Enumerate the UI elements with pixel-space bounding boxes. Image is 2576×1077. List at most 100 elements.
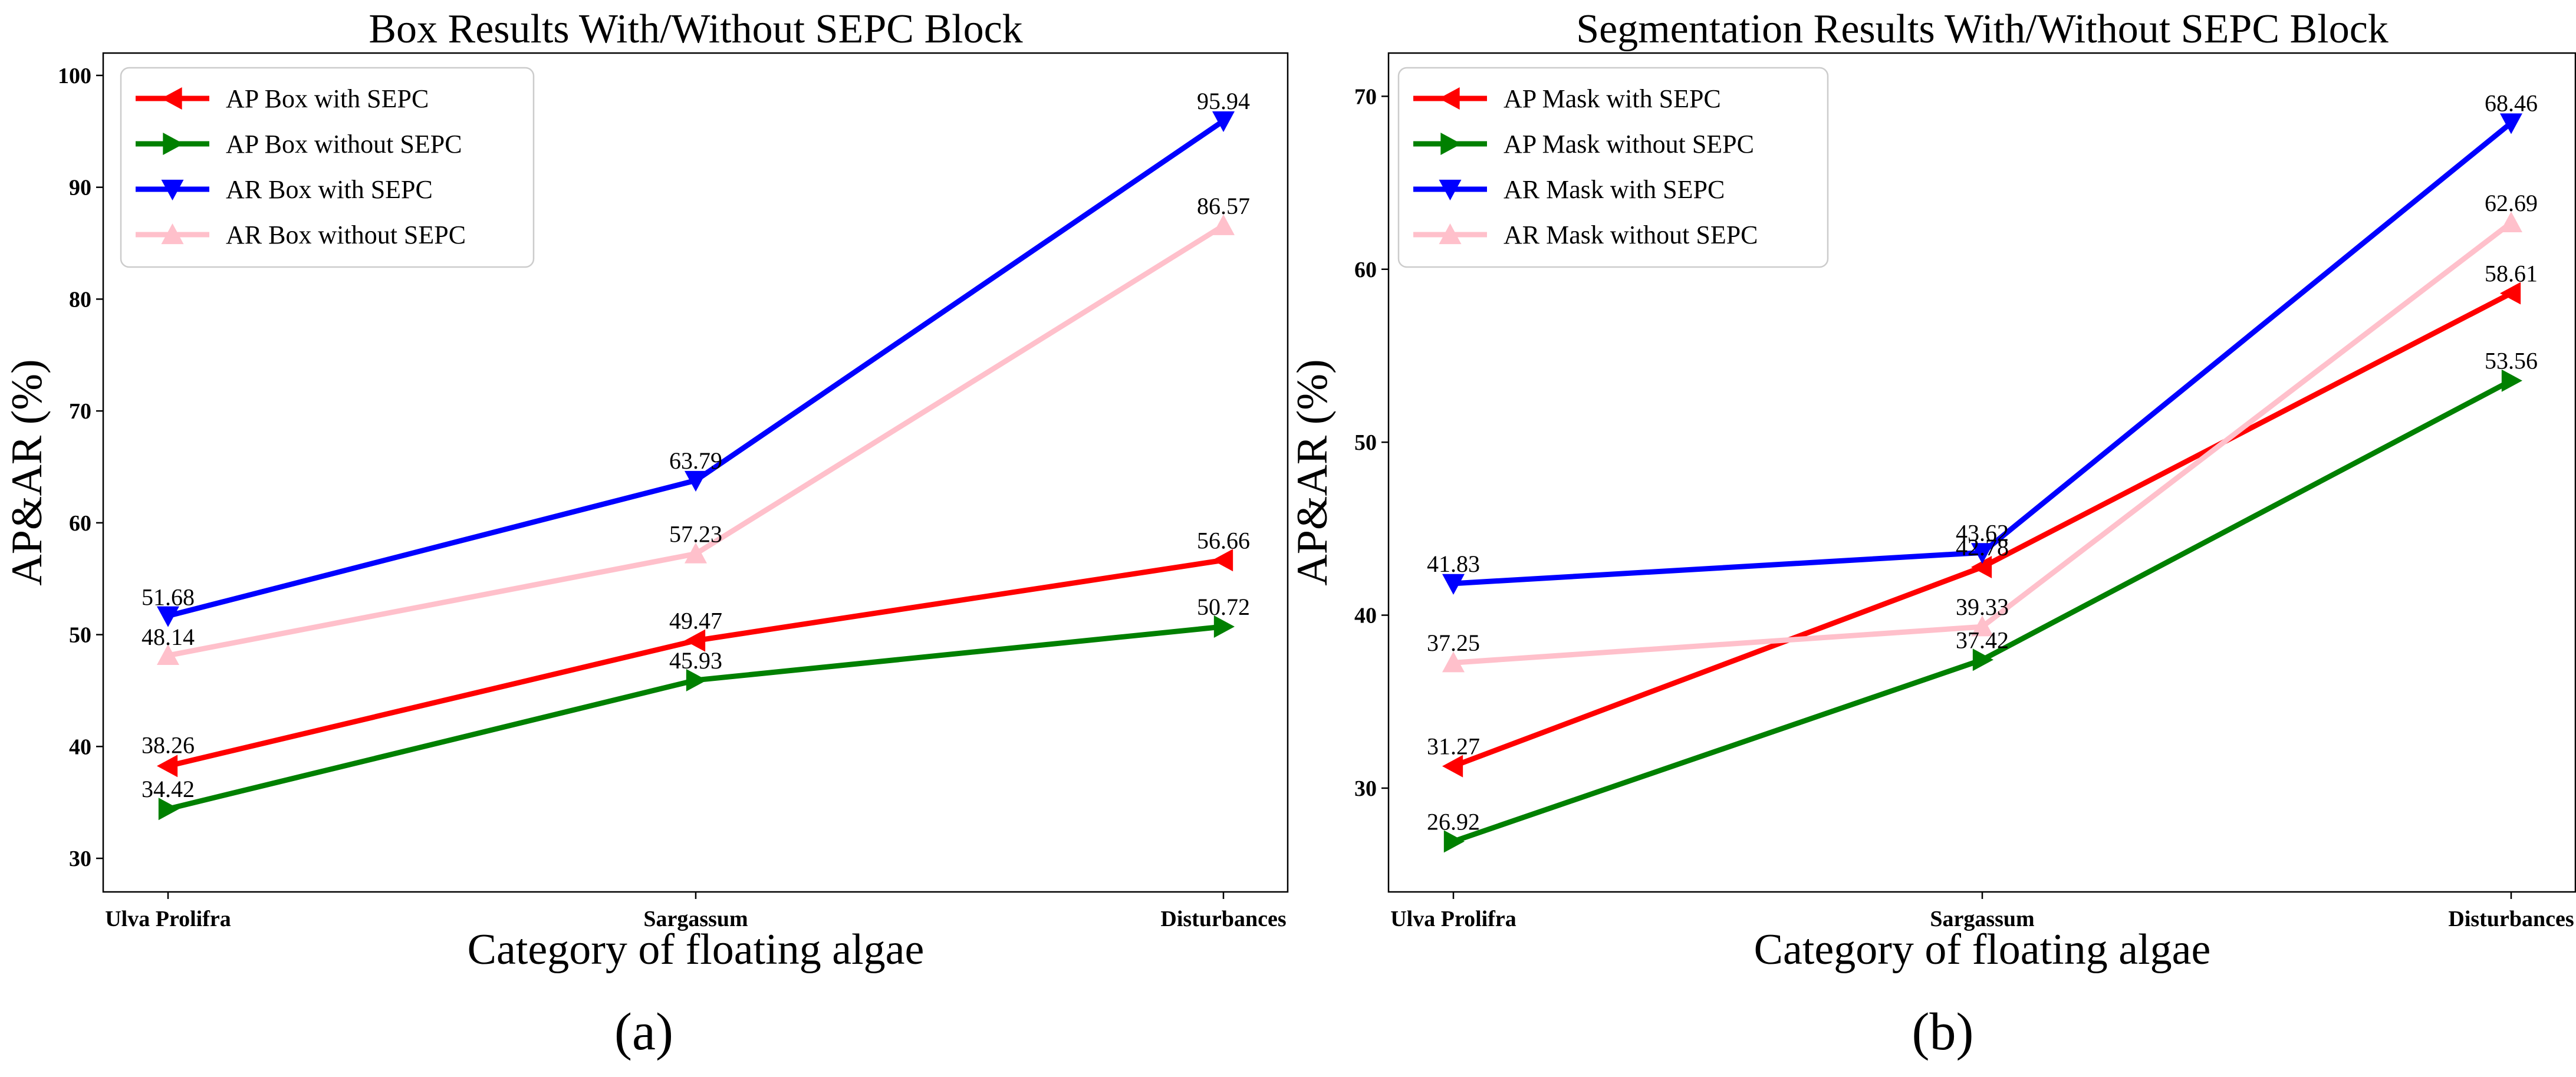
data-label-ap-mask-without-sepc-sargassum: 37.42 — [1956, 627, 2009, 653]
x-tick-label-sargassum: Sargassum — [643, 907, 748, 931]
y-tick-label: 40 — [1354, 604, 1377, 628]
data-label-ap-mask-without-sepc-disturbances: 53.56 — [2485, 348, 2538, 374]
series-ar-mask-with-sepc — [1442, 113, 2522, 595]
legend: AP Mask with SEPC AP Mask without SEPC AR … — [1397, 67, 1829, 268]
y-tick-label: 50 — [1354, 430, 1377, 455]
data-label-ap-mask-without-sepc-ulva-prolifra: 26.92 — [1427, 808, 1480, 835]
data-label-ar-mask-with-sepc-ulva-prolifra: 41.83 — [1427, 551, 1480, 577]
data-label-ar-box-without-sepc-disturbances: 86.57 — [1197, 193, 1250, 219]
data-label-ar-box-with-sepc-ulva-prolifra: 51.68 — [142, 584, 195, 611]
y-tick-label: 30 — [69, 847, 91, 871]
y-tick-label: 60 — [69, 511, 91, 536]
legend-marker — [163, 133, 184, 155]
legend-item-ap-box-without-sepc: AP Box without SEPC — [136, 130, 462, 159]
data-point-ap-box-with-sepc-ulva-prolifra — [157, 755, 178, 778]
data-label-ar-box-without-sepc-ulva-prolifra: 48.14 — [142, 624, 195, 650]
data-point-ar-mask-with-sepc-sargassum — [1971, 543, 1993, 564]
data-label-ap-box-without-sepc-disturbances: 50.72 — [1197, 594, 1250, 620]
legend-label: AP Box with SEPC — [226, 84, 429, 113]
legend-item-ap-mask-with-sepc: AP Mask with SEPC — [1413, 84, 1721, 113]
legend-box — [1397, 67, 1829, 268]
data-label-ap-box-with-sepc-disturbances: 56.66 — [1197, 527, 1250, 554]
legend-item-ar-mask-with-sepc: AR Mask with SEPC — [1413, 175, 1725, 204]
legend-marker — [161, 223, 184, 245]
data-point-ap-box-without-sepc-ulva-prolifra — [158, 798, 179, 821]
legend-marker — [1439, 179, 1462, 200]
data-point-ar-box-without-sepc-disturbances — [1212, 214, 1235, 235]
series-ap-mask-with-sepc — [1442, 282, 2521, 778]
data-point-ar-box-with-sepc-sargassum — [685, 470, 707, 492]
legend-item-ar-box-with-sepc: AR Box with SEPC — [136, 175, 433, 204]
series-line-ar-box-without-sepc — [165, 223, 1226, 658]
legend-label: AR Mask with SEPC — [1504, 175, 1725, 204]
y-tick-label: 70 — [1354, 84, 1377, 109]
data-label-ar-mask-without-sepc-disturbances: 62.69 — [2485, 190, 2538, 216]
legend-item-ar-mask-without-sepc: AR Mask without SEPC — [1413, 220, 1758, 249]
series-ap-box-with-sepc — [157, 549, 1233, 778]
y-tick-label: 60 — [1354, 258, 1377, 282]
panel-a: Box Results With/Without SEPC Block 30 40 5… — [3, 6, 1289, 1061]
panel-label: (b) — [1912, 1003, 1974, 1061]
data-point-ar-mask-with-sepc-ulva-prolifra — [1442, 574, 1465, 595]
data-point-ar-box-without-sepc-ulva-prolifra — [157, 644, 179, 666]
data-point-ar-mask-without-sepc-disturbances — [2500, 211, 2522, 232]
data-point-ap-mask-without-sepc-ulva-prolifra — [1443, 830, 1465, 853]
data-point-ap-mask-with-sepc-sargassum — [1971, 555, 1992, 578]
data-point-ar-mask-with-sepc-disturbances — [2500, 113, 2522, 134]
legend-item-ap-mask-without-sepc: AP Mask without SEPC — [1413, 130, 1754, 159]
x-tick-label-ulva-prolifra: Ulva Prolifra — [105, 907, 231, 931]
legend-marker — [161, 179, 184, 200]
y-tick-label: 40 — [69, 735, 91, 759]
legend-label: AR Mask without SEPC — [1504, 220, 1758, 249]
panel-label: (a) — [614, 1003, 673, 1061]
data-point-ap-mask-without-sepc-sargassum — [1972, 648, 1993, 671]
y-tick-label: 50 — [69, 623, 91, 648]
data-point-ar-mask-without-sepc-sargassum — [1971, 615, 1993, 637]
legend-marker — [161, 87, 182, 110]
y-axis-label: AP&AR (%) — [1288, 359, 1337, 585]
data-point-ap-box-with-sepc-disturbances — [1212, 549, 1233, 572]
data-label-ar-box-with-sepc-sargassum: 63.79 — [669, 447, 722, 474]
data-label-ap-mask-with-sepc-sargassum: 42.78 — [1956, 534, 2009, 561]
data-label-ar-mask-with-sepc-disturbances: 68.46 — [2485, 90, 2538, 117]
data-label-ap-box-without-sepc-sargassum: 45.93 — [669, 647, 722, 674]
data-label-ar-mask-with-sepc-sargassum: 43.62 — [1956, 519, 2009, 546]
y-tick-label: 90 — [69, 176, 91, 200]
y-tick-label: 30 — [1354, 776, 1377, 801]
data-label-ar-box-with-sepc-disturbances: 95.94 — [1197, 88, 1250, 114]
series-ap-mask-without-sepc — [1443, 369, 2522, 853]
panel-b: Segmentation Results With/Without SEPC B… — [1288, 6, 2576, 1061]
data-point-ap-box-without-sepc-disturbances — [1213, 615, 1235, 638]
y-tick-label: 100 — [58, 64, 91, 88]
data-label-ar-box-without-sepc-sargassum: 57.23 — [669, 521, 722, 547]
legend-label: AR Box without SEPC — [226, 220, 466, 249]
data-label-ar-mask-without-sepc-ulva-prolifra: 37.25 — [1427, 630, 1480, 656]
data-point-ap-box-without-sepc-sargassum — [686, 668, 707, 691]
legend-item-ap-box-with-sepc: AP Box with SEPC — [136, 84, 429, 113]
series-ap-box-without-sepc — [158, 615, 1235, 821]
legend: AP Box with SEPC AP Box without SEPC AR Bo… — [120, 67, 535, 268]
data-label-ap-mask-with-sepc-disturbances: 58.61 — [2485, 261, 2538, 287]
data-point-ar-mask-without-sepc-ulva-prolifra — [1442, 651, 1465, 673]
y-axis-label: AP&AR (%) — [3, 359, 51, 585]
series-ar-box-without-sepc — [157, 214, 1235, 666]
legend-label: AP Mask without SEPC — [1504, 130, 1754, 159]
data-label-ap-mask-with-sepc-ulva-prolifra: 31.27 — [1427, 733, 1480, 760]
legend-item-ar-box-without-sepc: AR Box without SEPC — [136, 220, 466, 249]
y-tick-label: 70 — [69, 399, 91, 424]
legend-label: AP Box without SEPC — [226, 130, 462, 159]
legend-label: AP Mask with SEPC — [1504, 84, 1721, 113]
legend-marker — [1440, 133, 1462, 155]
data-label-ap-box-with-sepc-ulva-prolifra: 38.26 — [142, 732, 195, 758]
data-point-ap-mask-without-sepc-disturbances — [2501, 369, 2522, 392]
legend-box — [120, 67, 535, 268]
x-tick-label-disturbances: Disturbances — [1160, 907, 1286, 931]
x-tick-label-disturbances: Disturbances — [2448, 907, 2574, 931]
data-point-ar-box-with-sepc-disturbances — [1212, 111, 1235, 132]
data-point-ar-box-without-sepc-sargassum — [685, 542, 707, 564]
legend-marker — [1439, 87, 1460, 110]
legend-label: AR Box with SEPC — [226, 175, 433, 204]
x-tick-label-ulva-prolifra: Ulva Prolifra — [1390, 907, 1516, 931]
chart-title: Segmentation Results With/Without SEPC B… — [1576, 6, 2389, 52]
